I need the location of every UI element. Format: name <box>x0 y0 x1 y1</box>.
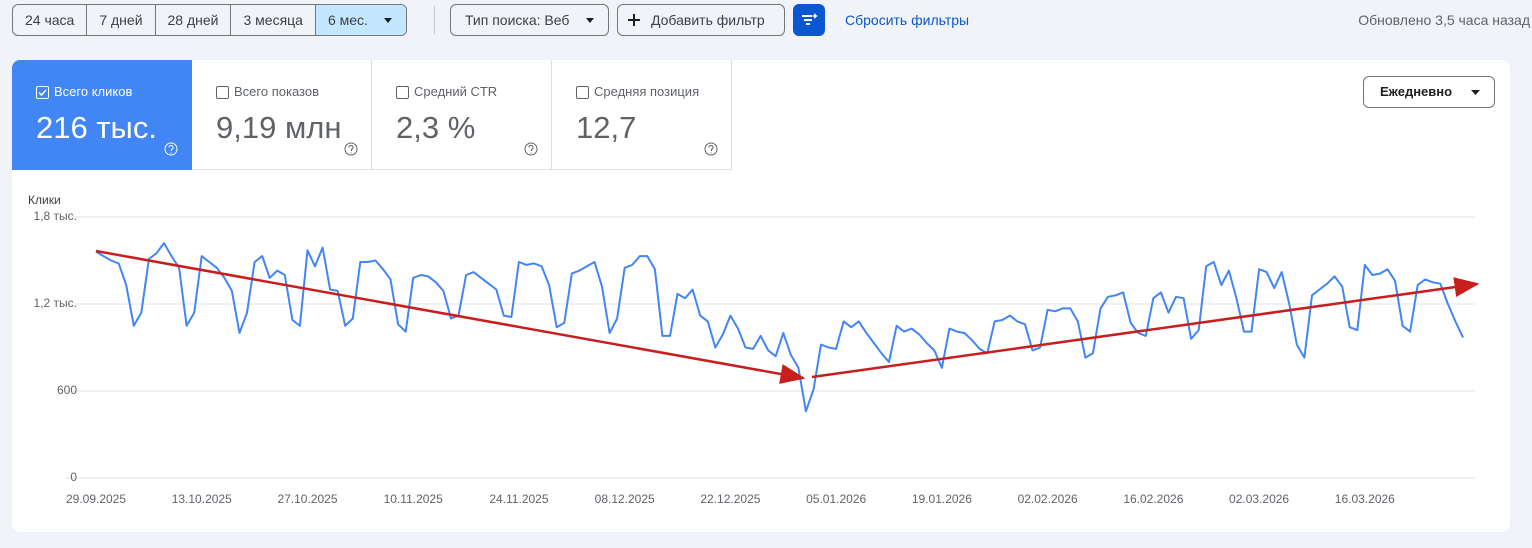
trend-arrow <box>811 277 1480 379</box>
updated-note: Обновлено 3,5 часа назад <box>1358 12 1530 28</box>
caret <box>383 18 392 23</box>
x-tick-label: 13.10.2025 <box>172 492 232 506</box>
metric-card[interactable]: Всего кликов 216 тыс. <box>12 60 192 170</box>
range-tab[interactable]: 7 дней <box>87 5 156 35</box>
metric-label: Средний CTR <box>414 84 498 99</box>
x-tick-label: 29.09.2025 <box>66 492 126 506</box>
caret <box>1471 90 1480 95</box>
metric-label: Всего показов <box>234 84 319 99</box>
checkbox <box>396 86 409 99</box>
checkbox <box>576 86 589 99</box>
x-tick-label: 19.01.2026 <box>912 492 972 506</box>
filter-icon <box>802 13 818 25</box>
x-tick-label: 24.11.2025 <box>489 492 548 506</box>
y-axis-label: Клики <box>28 193 61 207</box>
range-tab-label: 6 мес. <box>327 12 368 28</box>
x-tick-label: 02.03.2026 <box>1229 492 1289 506</box>
x-tick-label: 22.12.2025 <box>700 492 760 506</box>
metric-value: 216 тыс. <box>36 110 157 145</box>
trend-arrow <box>95 249 806 384</box>
checkbox <box>36 86 49 99</box>
range-tab[interactable]: 3 месяца <box>231 5 316 35</box>
x-tick-label: 08.12.2025 <box>595 492 655 506</box>
x-tick-label: 16.02.2026 <box>1123 492 1183 506</box>
x-tick-label: 16.03.2026 <box>1335 492 1395 506</box>
performance-card <box>12 60 1510 532</box>
granularity-label: Ежедневно <box>1380 84 1453 99</box>
y-tick-label: 1,8 тыс. <box>34 209 77 223</box>
range-tab[interactable]: 24 часа <box>13 5 88 35</box>
range-tabs: 24 часа 7 дней 28 дней 3 месяца 6 мес. <box>12 4 407 36</box>
caret <box>586 18 594 23</box>
x-tick-label: 10.11.2025 <box>384 492 443 506</box>
divider <box>434 6 435 34</box>
metric-label: Всего кликов <box>54 84 133 99</box>
filter-icon-button[interactable] <box>793 4 825 36</box>
help-icon <box>344 142 358 156</box>
metric-value: 9,19 млн <box>216 110 342 145</box>
granularity-select[interactable]: Ежедневно <box>1363 76 1495 108</box>
help-icon <box>704 142 718 156</box>
add-filter-label: Добавить фильтр <box>651 12 765 28</box>
metric-value: 12,7 <box>576 110 637 145</box>
reset-filters[interactable]: Сбросить фильтры <box>845 12 970 28</box>
metric-card[interactable]: Средняя позиция 12,7 <box>552 60 732 170</box>
metric-card[interactable]: Средний CTR 2,3 % <box>372 60 552 170</box>
y-tick-label: 1,2 тыс. <box>34 296 77 310</box>
x-tick-label: 27.10.2025 <box>277 492 337 506</box>
y-tick-label: 0 <box>70 470 77 484</box>
clicks-line <box>95 242 1464 413</box>
search-type-label: Тип поиска: Веб <box>465 12 570 28</box>
metric-label: Средняя позиция <box>594 84 700 99</box>
plus-icon <box>628 14 640 26</box>
y-tick-label: 600 <box>57 383 77 397</box>
search-type[interactable]: Тип поиска: Веб <box>450 4 609 36</box>
x-tick-label: 02.02.2026 <box>1018 492 1078 506</box>
range-tab[interactable]: 28 дней <box>156 5 232 35</box>
range-tab[interactable]: 6 мес. <box>315 5 406 35</box>
help-icon <box>524 142 538 156</box>
x-tick-label: 05.01.2026 <box>806 492 866 506</box>
metric-value: 2,3 % <box>396 110 476 145</box>
checkbox <box>216 86 229 99</box>
add-filter[interactable]: Добавить фильтр <box>617 4 785 36</box>
metric-card[interactable]: Всего показов 9,19 млн <box>192 60 372 170</box>
help-icon <box>164 142 178 156</box>
